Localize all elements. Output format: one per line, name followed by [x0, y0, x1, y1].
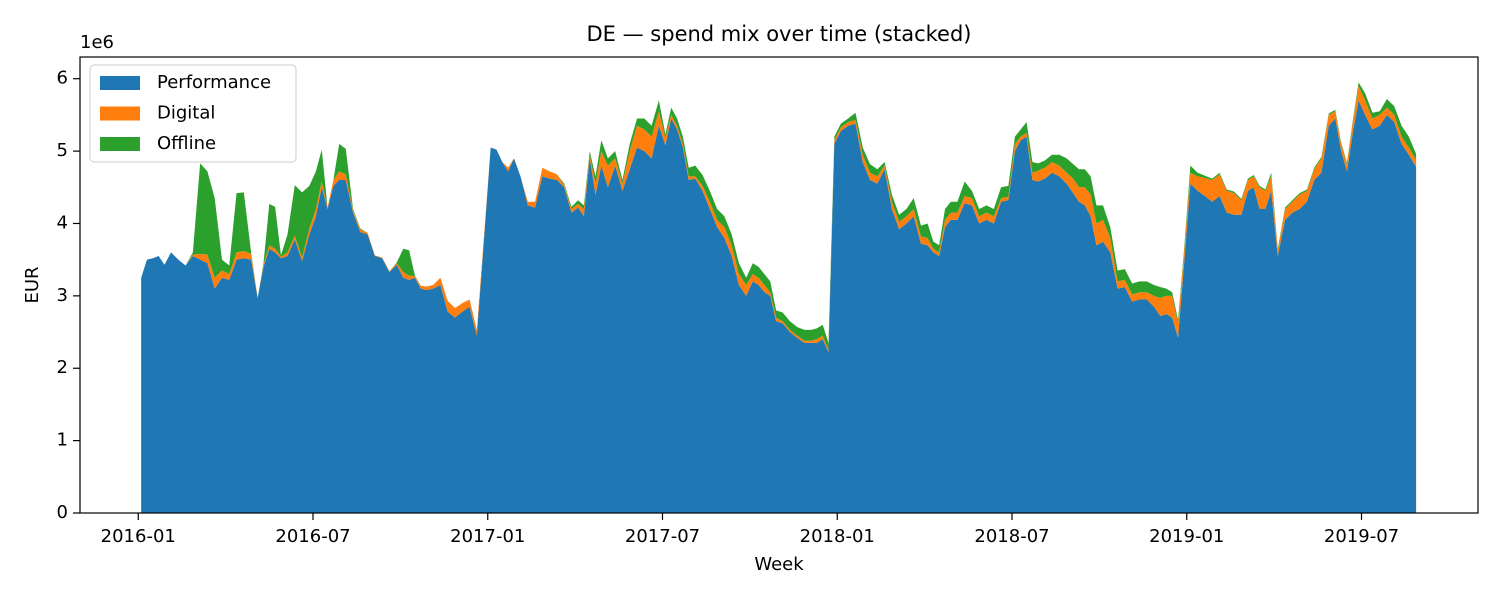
y-tick-label: 4 [57, 212, 68, 233]
x-tick-label: 2017-01 [450, 526, 525, 547]
y-tick-label: 2 [57, 357, 68, 378]
axes-frame [79, 56, 1479, 514]
legend-label: Offline [157, 133, 216, 154]
y-tick-label: 6 [57, 68, 68, 89]
y-tick-label: 0 [57, 502, 68, 523]
x-tick-label: 2019-07 [1324, 526, 1399, 547]
legend-swatch [100, 106, 140, 121]
y-tick-label: 1 [57, 430, 68, 451]
legend-label: Performance [157, 72, 271, 93]
area-0 [141, 100, 1417, 514]
x-tick-label: 2016-07 [275, 526, 350, 547]
legend-label: Digital [157, 103, 215, 124]
x-axis-label: Week [754, 554, 804, 575]
x-tick-label: 2017-07 [625, 526, 700, 547]
y-tick-label: 3 [57, 285, 68, 306]
legend-swatch [100, 76, 140, 90]
y-axis-label: EUR [22, 266, 43, 303]
y-offset-label: 1e6 [80, 32, 114, 53]
x-tick-label: 2019-01 [1149, 526, 1224, 547]
chart-title: DE — spend mix over time (stacked) [587, 22, 972, 46]
legend-box [89, 64, 297, 163]
legend-swatch [100, 137, 140, 151]
x-tick-label: 2016-01 [101, 526, 176, 547]
legend: Performance Digital Offline [89, 64, 297, 163]
x-tick-label: 2018-07 [974, 526, 1049, 547]
y-tick-label: 5 [57, 140, 68, 161]
x-tick-label: 2018-01 [800, 526, 875, 547]
